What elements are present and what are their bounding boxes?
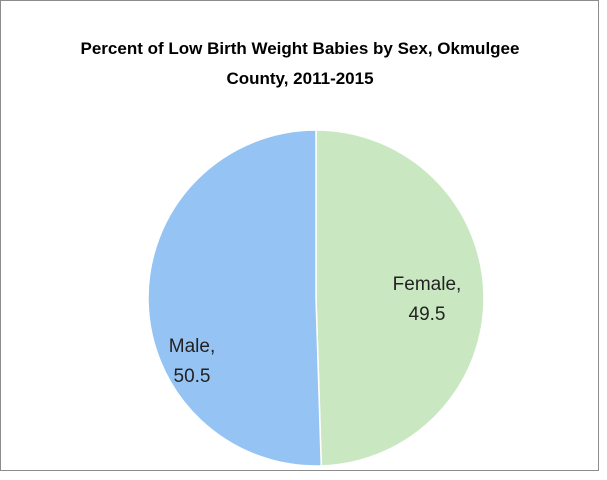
data-label-value: 49.5 [408, 304, 446, 325]
data-label-value: 50.5 [173, 366, 211, 387]
chart-title: Percent of Low Birth Weight Babies by Se… [80, 39, 520, 88]
data-label: Male, 50.5 [169, 332, 215, 392]
data-label: Female, 49.5 [393, 270, 462, 330]
data-label-category: Female, [392, 274, 462, 295]
data-label-category: Male, [168, 336, 216, 357]
pie-slice [315, 129, 485, 467]
pie-slice [147, 129, 323, 467]
